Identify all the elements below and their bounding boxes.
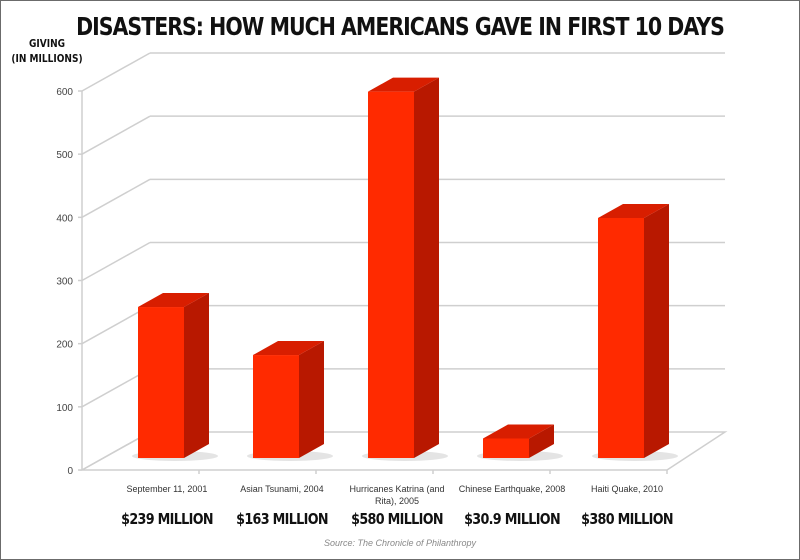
y-tick-label: 200 [56,340,73,351]
category-label: Haiti Quake, 2010 [590,484,664,494]
y-tick-label: 300 [56,277,73,288]
y-tick-label: 100 [56,403,73,414]
bar [247,341,333,461]
value-label: $163 MILLION [236,510,328,528]
source-note: Source: The Chronicle of Philanthropy [323,538,477,548]
floor [79,431,728,471]
bar [132,293,218,461]
y-tick-label: 600 [56,87,73,98]
bar [592,203,678,461]
y-tick-label: 500 [56,150,73,161]
bar [362,77,448,461]
y-tick-label: 400 [56,213,73,224]
bars [132,77,678,461]
chart-title: DISASTERS: HOW MUCH AMERICANS GAVE IN FI… [76,12,725,41]
value-label: $380 MILLION [581,510,673,528]
bar [477,424,563,461]
y-axis-label-line1: GIVING [28,37,66,50]
value-label: $580 MILLION [351,510,443,528]
category-label: Chinese Earthquake, 2008 [458,484,566,494]
y-axis-label: GIVING (IN MILLIONS) [10,36,84,66]
value-label: $30.9 MILLION [464,510,561,528]
category-label: Hurricanes Katrina (and Rita), 2005 [349,484,445,506]
category-label: September 11, 2001 [126,484,208,494]
category-label: Asian Tsunami, 2004 [240,484,324,494]
y-tick-label: 0 [67,466,73,477]
value-label: $239 MILLION [121,510,213,528]
y-axis-label-line2: (IN MILLIONS) [11,52,83,65]
